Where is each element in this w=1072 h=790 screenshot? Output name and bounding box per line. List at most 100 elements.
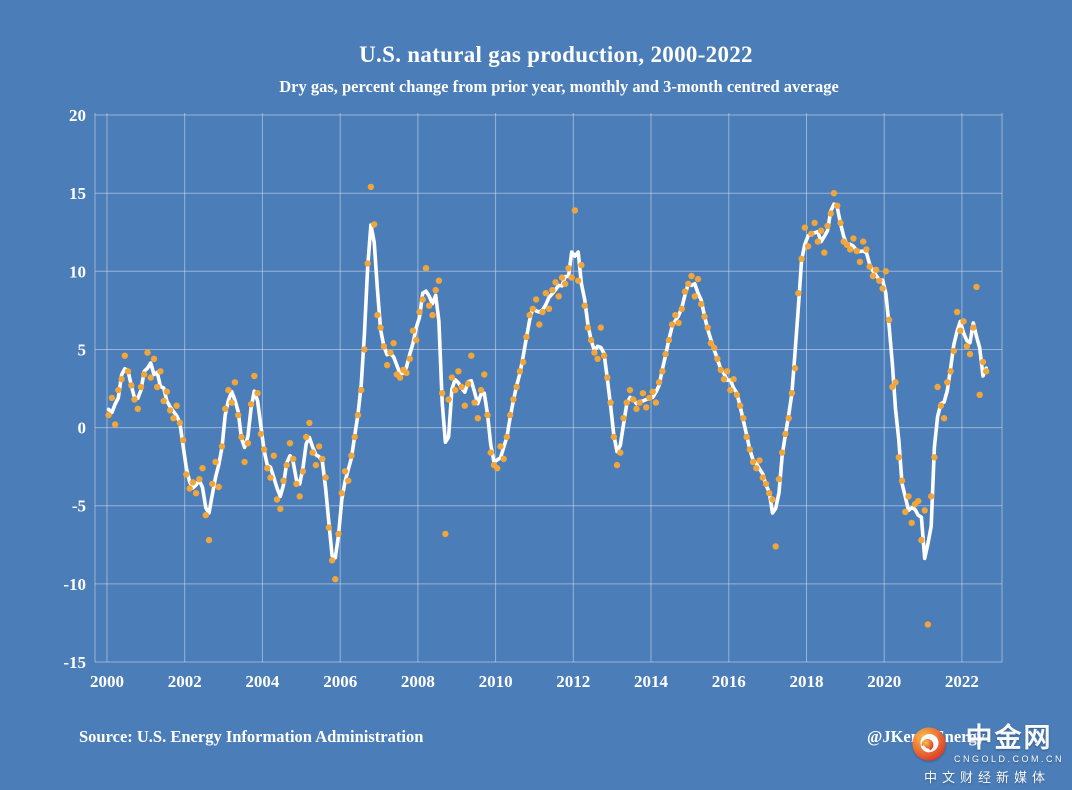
y-tick-label: 0 (78, 419, 87, 438)
monthly-point (212, 458, 219, 466)
monthly-point (442, 530, 449, 538)
x-tick-label: 2018 (790, 672, 824, 691)
monthly-point (853, 247, 860, 255)
monthly-point (419, 296, 426, 303)
monthly-point (804, 243, 812, 250)
monthly-point (332, 576, 339, 583)
monthly-point (338, 490, 345, 497)
monthly-point (782, 430, 789, 438)
monthly-point (277, 505, 284, 513)
monthly-point (571, 207, 579, 214)
monthly-point (468, 352, 475, 359)
monthly-point (639, 390, 647, 397)
y-tick-label: 20 (69, 106, 86, 125)
monthly-point (843, 241, 851, 248)
monthly-point (808, 230, 815, 237)
monthly-point (377, 324, 384, 331)
monthly-point (791, 365, 799, 372)
monthly-point (345, 477, 352, 484)
monthly-point (756, 457, 763, 464)
monthly-point (144, 349, 151, 356)
monthly-point (723, 368, 731, 375)
monthly-point (487, 449, 494, 456)
monthly-point (681, 288, 689, 295)
monthly-point (312, 461, 320, 469)
monthly-point (409, 327, 417, 334)
monthly-point (507, 411, 514, 419)
chart-subtitle: Dry gas, percent change from prior year,… (279, 77, 839, 96)
monthly-point (354, 411, 362, 419)
monthly-point (516, 368, 524, 375)
monthly-point (892, 379, 899, 386)
monthly-point (173, 402, 180, 409)
monthly-point (733, 391, 741, 398)
monthly-point (613, 461, 621, 469)
monthly-point (124, 368, 132, 375)
monthly-point (970, 324, 977, 331)
monthly-point (779, 449, 786, 456)
monthly-point (218, 443, 226, 450)
x-tick-label: 2008 (401, 672, 435, 691)
monthly-point (257, 430, 264, 438)
monthly-point (235, 411, 242, 419)
monthly-point (575, 277, 582, 284)
monthly-point (231, 379, 239, 386)
monthly-point (963, 343, 970, 350)
monthly-point (830, 190, 838, 197)
monthly-point (552, 279, 559, 286)
monthly-point (937, 402, 945, 409)
monthly-point (555, 293, 562, 300)
monthly-point (976, 391, 983, 398)
monthly-point (604, 374, 611, 381)
monthly-point (879, 285, 886, 292)
monthly-point (228, 399, 235, 406)
monthly-point (966, 350, 974, 358)
monthly-point (273, 496, 281, 503)
monthly-point (290, 455, 297, 463)
x-tick-label: 2004 (245, 672, 280, 691)
y-tick-label: 5 (78, 341, 87, 360)
monthly-point (474, 415, 481, 422)
x-tick-label: 2000 (90, 672, 124, 691)
monthly-point (494, 465, 501, 472)
monthly-point (147, 374, 154, 381)
monthly-point (772, 543, 779, 550)
monthly-point (811, 219, 818, 227)
monthly-point (105, 411, 112, 419)
monthly-point (675, 319, 682, 327)
monthly-point (659, 368, 666, 375)
monthly-point (633, 405, 640, 412)
y-tick-label: -15 (63, 653, 86, 672)
monthly-point (652, 399, 660, 406)
monthly-point (931, 454, 938, 461)
monthly-point (701, 313, 708, 320)
monthly-point (630, 396, 637, 403)
monthly-point (309, 449, 316, 456)
monthly-point (513, 383, 520, 391)
monthly-point (960, 318, 967, 325)
monthly-point (827, 210, 834, 217)
x-tick-label: 2012 (556, 672, 590, 691)
monthly-point (254, 390, 261, 397)
monthly-point (740, 415, 747, 422)
monthly-point (536, 321, 543, 328)
monthly-point (587, 336, 595, 344)
monthly-point (416, 308, 423, 316)
monthly-point (691, 293, 698, 300)
x-tick-label: 2010 (479, 672, 513, 691)
monthly-point (953, 308, 961, 316)
monthly-point (183, 471, 190, 478)
monthly-point (413, 336, 420, 344)
monthly-point (769, 496, 776, 503)
y-tick-label: -5 (72, 497, 86, 516)
monthly-point (435, 277, 443, 284)
monthly-point (361, 346, 368, 353)
monthly-point (591, 349, 598, 356)
monthly-point (464, 380, 472, 387)
monthly-point (979, 358, 987, 366)
monthly-point (785, 415, 792, 422)
monthly-point (315, 443, 323, 450)
monthly-point (672, 311, 679, 319)
monthly-point (545, 305, 553, 312)
